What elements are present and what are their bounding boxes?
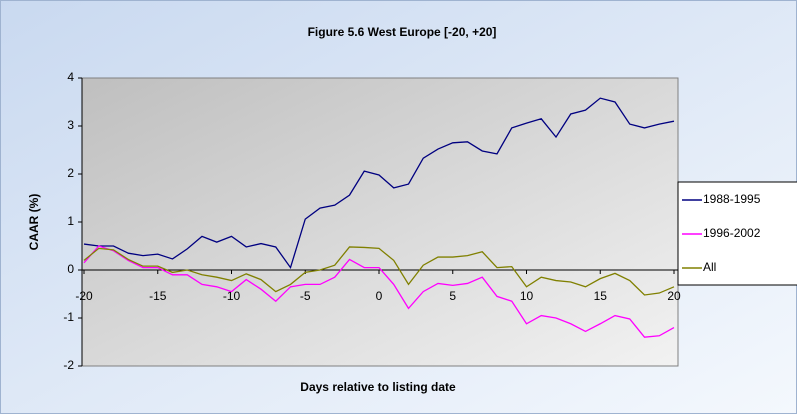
y-tick-label: -2: [63, 358, 74, 372]
legend-label: 1988-1995: [703, 192, 761, 206]
x-tick-label: 5: [449, 289, 456, 303]
series-line: [83, 97, 675, 270]
x-tick-label: 15: [594, 289, 608, 303]
x-tick-label: -20: [75, 289, 93, 303]
x-tick-label: -15: [149, 289, 167, 303]
y-tick-label: 1: [67, 214, 74, 228]
series-line: [83, 245, 675, 338]
y-tick-label: 3: [67, 118, 74, 132]
y-tick-label: 0: [67, 262, 74, 276]
y-tick-label: -1: [63, 310, 74, 324]
y-axis-title: CAAR (%): [27, 194, 41, 251]
x-tick-label: -10: [223, 289, 241, 303]
legend-label: 1996-2002: [703, 226, 761, 240]
legend: 1988-1995 1996-2002 All: [677, 181, 797, 286]
x-tick-label: 20: [667, 289, 681, 303]
plot-area: [81, 77, 679, 367]
legend-label: All: [703, 260, 716, 274]
x-tick-label: 0: [376, 289, 383, 303]
series-line: [83, 246, 675, 296]
x-tick-label: 10: [520, 289, 534, 303]
x-axis-title: Days relative to listing date: [300, 380, 456, 394]
chart-title: Figure 5.6 West Europe [-20, +20]: [308, 25, 497, 39]
x-tick-label: -5: [300, 289, 311, 303]
y-tick-label: 4: [67, 70, 74, 84]
y-tick-label: 2: [67, 166, 74, 180]
